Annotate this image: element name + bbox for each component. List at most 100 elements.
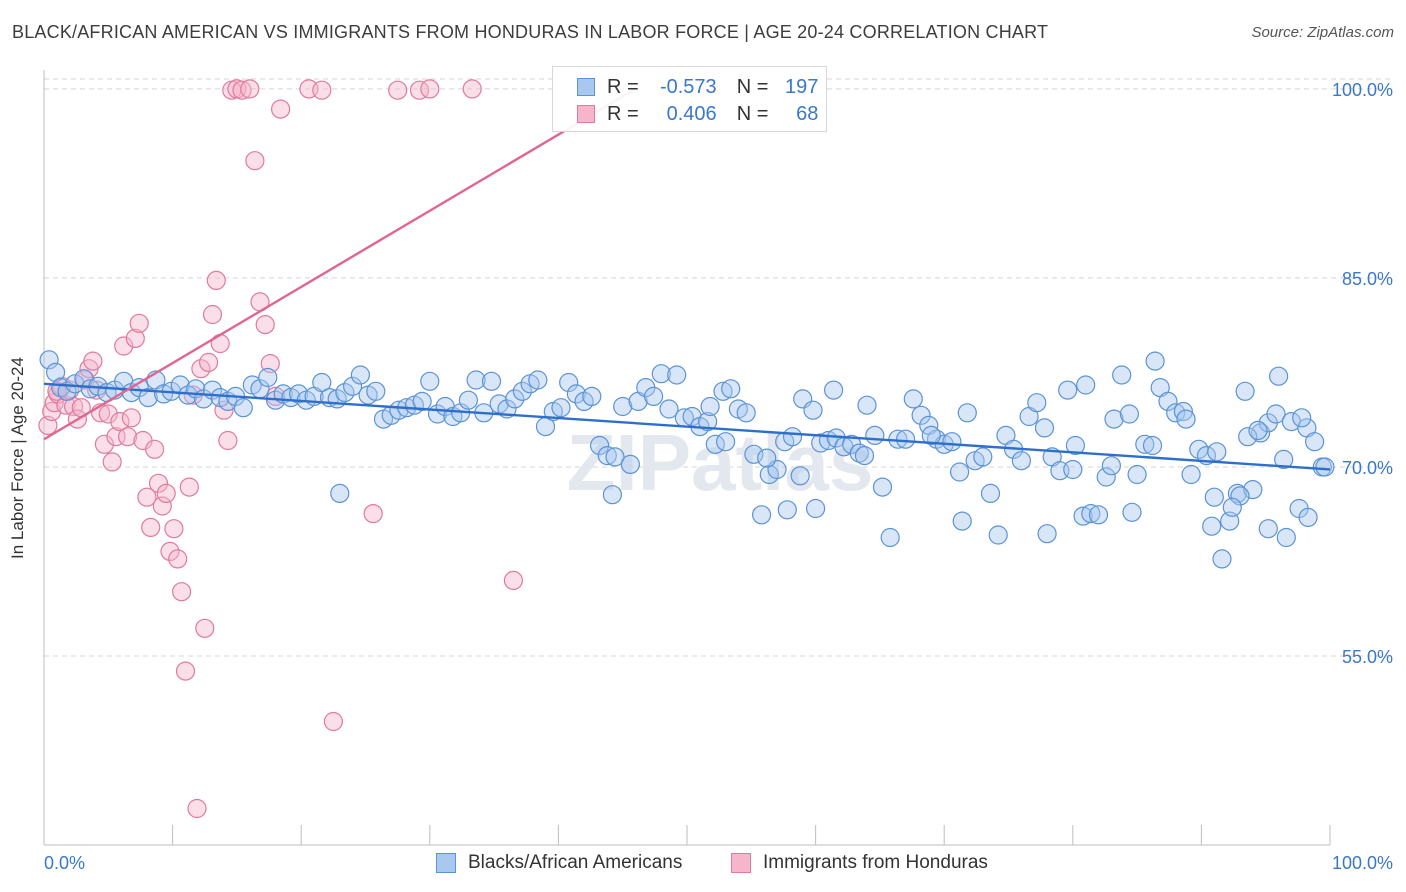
black-african-american-point <box>1276 527 1296 548</box>
legend-row-blacks: R = -0.573 N = 197 <box>553 73 818 101</box>
honduras-point <box>172 582 192 602</box>
legend-swatch-pink <box>577 105 595 123</box>
source-label: Source: ZipAtlas.com <box>1251 24 1394 41</box>
black-african-american-point <box>154 384 174 404</box>
trend-lines <box>43 87 1331 471</box>
black-african-american-point <box>1104 409 1124 429</box>
black-african-american-point <box>1158 391 1178 411</box>
black-african-american-point <box>803 400 823 420</box>
honduras-trend-line <box>43 87 637 441</box>
black-african-american-point <box>1088 505 1109 525</box>
watermark-text: ZIPatlas <box>567 418 874 507</box>
black-african-american-point <box>921 425 941 445</box>
honduras-point <box>141 517 161 538</box>
honduras-point <box>137 487 157 507</box>
honduras-point <box>129 313 149 333</box>
blacks-trend-line <box>43 382 1331 471</box>
legend-item-honduras[interactable]: Immigrants from Honduras <box>731 852 988 874</box>
legend-item-blacks[interactable]: Blacks/African Americans <box>436 852 682 874</box>
honduras-point <box>323 711 343 732</box>
black-african-american-point <box>988 525 1008 545</box>
black-african-american-points <box>39 350 1335 569</box>
honduras-point <box>218 430 238 451</box>
black-african-american-point <box>312 372 332 393</box>
black-african-american-point <box>805 498 826 519</box>
honduras-point <box>206 270 226 290</box>
honduras-point <box>271 99 291 119</box>
black-african-american-point <box>1248 420 1268 440</box>
legend-swatch-blue <box>436 853 456 873</box>
black-african-american-point <box>854 446 875 466</box>
black-african-american-point <box>895 429 916 449</box>
honduras-point <box>245 151 265 171</box>
black-african-american-point <box>1202 516 1222 536</box>
black-african-american-point <box>980 483 1001 503</box>
x-tick-label: 0.0% <box>44 853 85 873</box>
honduras-point <box>462 79 482 99</box>
legend-r-value: 0.406 <box>666 102 717 125</box>
x-tick-label: 100.0% <box>1332 853 1393 873</box>
honduras-point <box>409 80 430 100</box>
black-african-american-point <box>777 500 797 520</box>
black-african-american-point <box>1266 404 1286 424</box>
black-african-american-point <box>1235 381 1255 401</box>
honduras-point <box>145 439 165 459</box>
honduras-point <box>56 395 76 415</box>
honduras-point <box>160 541 180 562</box>
y-tick-label: 55.0% <box>1342 647 1393 667</box>
black-african-american-point <box>566 384 587 404</box>
black-african-american-point <box>258 367 278 388</box>
black-african-american-point <box>420 371 440 391</box>
honduras-point <box>232 80 252 100</box>
y-tick-label: 100.0% <box>1332 80 1393 100</box>
black-african-american-point <box>697 412 718 432</box>
black-african-american-point <box>782 427 803 447</box>
black-african-american-point <box>757 448 777 468</box>
black-african-american-point <box>1176 409 1196 429</box>
black-african-american-point <box>51 378 71 398</box>
black-african-american-point <box>1212 549 1232 569</box>
black-african-american-point <box>659 399 679 419</box>
black-african-american-point <box>458 390 478 410</box>
series-legend: Blacks/African Americans Immigrants from… <box>0 852 1406 878</box>
black-african-american-point <box>1274 449 1294 469</box>
honduras-point <box>152 496 172 516</box>
black-african-american-point <box>389 400 409 420</box>
honduras-point <box>260 354 280 374</box>
honduras-point <box>199 352 219 372</box>
black-african-american-point <box>613 396 633 417</box>
black-african-american-point <box>1065 435 1086 456</box>
honduras-point <box>121 408 141 428</box>
legend-label-honduras: Immigrants from Honduras <box>763 852 988 873</box>
honduras-point <box>83 351 103 371</box>
black-african-american-point <box>857 395 877 415</box>
honduras-points <box>38 79 524 819</box>
honduras-point <box>191 359 211 379</box>
black-african-american-point <box>1037 524 1057 544</box>
black-african-american-point <box>682 406 702 427</box>
black-african-american-point <box>1119 404 1140 424</box>
y-tick-label: 85.0% <box>1342 269 1393 289</box>
honduras-point <box>47 381 67 401</box>
correlation-legend: R = -0.573 N = 197 R = 0.406 N = 68 <box>552 66 827 132</box>
honduras-point <box>94 434 115 454</box>
black-african-american-point <box>335 383 355 403</box>
black-african-american-point <box>366 381 386 401</box>
black-african-american-point <box>65 374 85 394</box>
black-african-american-point <box>1027 393 1047 413</box>
honduras-point <box>420 79 440 99</box>
black-african-american-point <box>1222 497 1242 517</box>
black-african-american-point <box>1142 435 1163 456</box>
black-african-american-point <box>343 376 363 396</box>
black-african-american-point <box>551 398 571 418</box>
black-african-american-point <box>1258 519 1278 539</box>
black-african-american-point <box>911 405 931 425</box>
black-african-american-point <box>1304 432 1325 452</box>
honduras-point <box>117 427 138 447</box>
black-african-american-point <box>744 444 764 464</box>
black-african-american-point <box>138 388 158 408</box>
y-axis-label: In Labor Force | Age 20-24 <box>8 357 27 559</box>
honduras-point <box>164 519 184 539</box>
legend-n-value: 68 <box>796 102 819 125</box>
black-african-american-point <box>865 425 885 445</box>
